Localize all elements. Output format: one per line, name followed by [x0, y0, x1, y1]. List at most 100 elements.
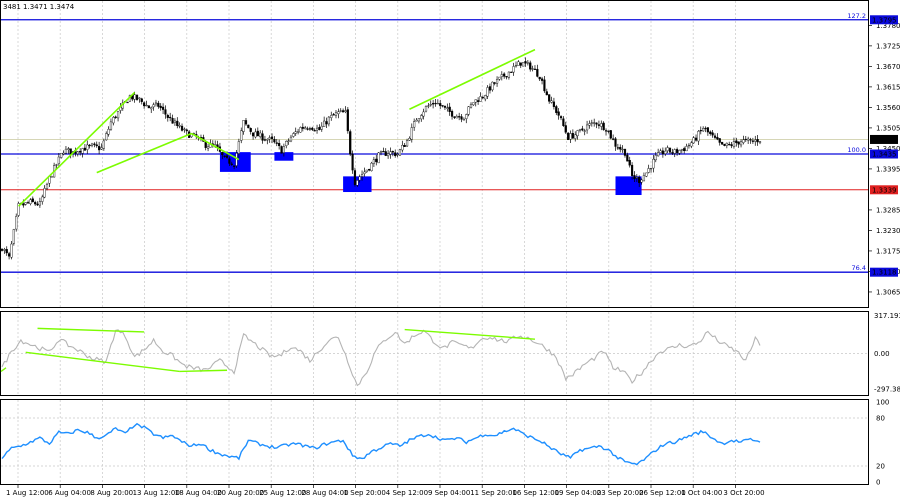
time-axis: 1 Aug 12:00 6 Aug 04:00 8 Aug 20:00 13 Aug …	[6, 484, 765, 497]
candle-body-174	[413, 121, 416, 128]
time-tick-label-2: 8 Aug 20:00	[90, 489, 133, 497]
time-tick-label-12: 16 Sep 12:00	[512, 489, 559, 497]
candle-body-204	[484, 95, 487, 100]
candle-body-295	[699, 130, 702, 132]
candle-body-228	[540, 78, 544, 81]
current-price-tag-box	[870, 134, 898, 144]
time-tick-label-3: 13 Aug 12:00	[133, 489, 180, 497]
candle-body-251	[595, 122, 598, 125]
candle-body-32	[76, 151, 79, 155]
oscillator-axis: 317.1935 0.00 -297.386	[874, 312, 900, 394]
candle-body-224	[531, 68, 534, 70]
time-tick-label-11: 11 Sep 20:00	[470, 489, 517, 497]
price-tick-label-4: 1.3560	[876, 104, 900, 112]
price-tick-label-8: 1.3285	[876, 206, 900, 214]
candle-body-155	[368, 169, 371, 171]
candle-body-215	[510, 71, 513, 73]
candle-body-108	[256, 130, 259, 137]
candle-body-100	[237, 141, 240, 154]
candle-body-294	[697, 130, 700, 142]
price-tick-label-3: 1.3615	[876, 83, 900, 91]
candle-body-236	[559, 116, 563, 119]
candle-body-64	[152, 104, 155, 108]
candle-body-223	[529, 62, 532, 70]
candle-body-136	[323, 120, 326, 127]
candle-body-62	[147, 105, 150, 109]
candle-body-66	[157, 102, 160, 107]
time-tick-label-13: 19 Sep 04:00	[555, 489, 602, 497]
candle-body-180	[427, 105, 430, 107]
candle-body-112	[266, 139, 269, 141]
candle-body-95	[225, 155, 229, 158]
candle-body-290	[687, 144, 691, 147]
candle-body-252	[597, 124, 601, 126]
candle-body-308	[730, 144, 733, 147]
candle-body-156	[370, 162, 373, 172]
candle-body-169	[401, 145, 404, 151]
candle-body-71	[169, 116, 172, 119]
rsi-tick-label-0: 100	[876, 399, 889, 407]
level-tag-1-box	[870, 149, 898, 159]
candle-body-209	[495, 79, 499, 84]
candle-body-57	[135, 94, 139, 100]
candle-body-178	[422, 111, 425, 117]
candle-body-29	[69, 148, 72, 155]
candle-body-93	[221, 152, 224, 156]
candle-body-276	[654, 155, 657, 161]
candle-body-203	[481, 96, 484, 99]
time-tick-label-1: 6 Aug 04:00	[48, 489, 91, 497]
candle-body-217	[514, 65, 518, 67]
candle-body-14	[34, 202, 37, 205]
candle-body-24	[57, 156, 60, 164]
candle-body-288	[683, 148, 686, 151]
candle-body-122	[289, 136, 293, 142]
candle-body-140	[332, 114, 335, 116]
candle-body-19	[45, 183, 49, 189]
candle-body-235	[557, 111, 560, 116]
candle-body-222	[526, 62, 529, 64]
price-tick-label-6: 1.3450	[876, 145, 900, 153]
candle-body-130	[308, 128, 312, 130]
candle-body-298	[706, 127, 709, 133]
candle-body-164	[389, 151, 392, 155]
candle-body-283	[671, 152, 674, 154]
candle-body-220	[522, 62, 525, 67]
oscillator-series	[0, 327, 761, 387]
price-tick-label-7: 1.3395	[876, 165, 900, 173]
candle-body-262	[621, 148, 624, 151]
candle-body-161	[382, 151, 385, 153]
price-tick-label-10: 1.3175	[876, 247, 900, 255]
candle-body-123	[292, 133, 295, 137]
time-tick-label-14: 23 Sep 20:00	[597, 489, 644, 497]
time-tick-label-17: 3 Oct 20:00	[723, 489, 764, 497]
fibonacci-levels: 127.2 100.0 76.4	[1, 12, 868, 273]
candle-body-120	[285, 141, 288, 146]
candle-body-296	[702, 128, 705, 132]
candle-body-287	[680, 149, 683, 151]
price-tick-label-2: 1.3670	[876, 63, 900, 71]
rsi-tick-label-2: 20	[876, 463, 885, 471]
candle-body-245	[581, 128, 584, 131]
candle-body-272	[645, 172, 648, 177]
candle-body-214	[507, 71, 511, 78]
candle-body-233	[552, 101, 556, 107]
candle-body-227	[538, 76, 541, 80]
candle-body-264	[626, 154, 629, 162]
candle-body-267	[633, 175, 636, 180]
candle-body-157	[372, 159, 375, 164]
time-tick-label-4: 18 Aug 04:00	[175, 489, 222, 497]
candle-body-68	[161, 106, 165, 110]
candle-body-265	[628, 160, 631, 166]
candle-body-183	[434, 102, 437, 105]
price-tick-label-0: 1.3780	[876, 22, 900, 30]
candle-body-300	[711, 132, 714, 136]
price-trend-line-0	[18, 91, 136, 207]
candle-body-23	[55, 164, 58, 166]
time-tick-label-7: 28 Aug 04:00	[301, 489, 348, 497]
candle-body-187	[443, 105, 447, 108]
candle-body-271	[642, 175, 646, 182]
candle-body-260	[616, 147, 619, 149]
candle-body-242	[574, 134, 577, 139]
time-tick-label-10: 9 Sep 04:00	[428, 489, 470, 497]
candle-body-188	[446, 107, 449, 109]
